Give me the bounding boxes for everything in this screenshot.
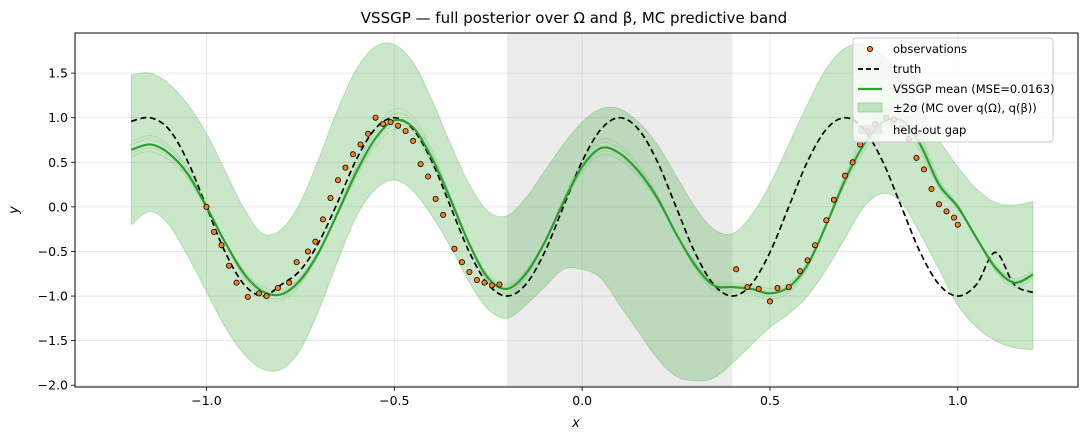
observation-point [496, 281, 503, 288]
observation-point [951, 214, 958, 221]
legend-marker-gap [858, 125, 882, 134]
legend-label-band: ±2σ (MC over q(Ω), q(β)) [893, 101, 1037, 115]
observation-point [425, 173, 432, 180]
observation-point [481, 279, 488, 286]
observation-point [380, 120, 387, 127]
observation-point [349, 151, 356, 158]
observation-point [954, 221, 961, 228]
observation-point [319, 216, 326, 223]
observation-point [823, 217, 830, 224]
truth-line [131, 116, 1034, 297]
observation-point [304, 248, 311, 255]
observation-point [451, 245, 458, 252]
y-tick-label: −0.5 [38, 244, 68, 259]
y-tick-label: 1.0 [48, 110, 68, 125]
y-tick-label: −2.0 [38, 378, 68, 393]
observation-point [812, 242, 819, 249]
observation-point [293, 259, 300, 266]
observation-point [417, 161, 424, 168]
observation-point [785, 284, 792, 291]
observation-point [842, 172, 849, 179]
predictive-band [130, 42, 1034, 382]
observation-point [928, 186, 935, 193]
grid-layer [75, 33, 1078, 387]
observation-point [830, 196, 837, 203]
gap-layer [507, 33, 733, 387]
observation-point [365, 130, 372, 137]
observation-point [372, 114, 379, 121]
observation-point [913, 154, 920, 161]
observation-point [410, 137, 417, 144]
observation-point [744, 284, 751, 291]
observation-point [244, 293, 251, 300]
legend-label-mean: VSSGP mean (MSE=0.0163) [893, 82, 1055, 96]
x-axis-label: x [571, 416, 580, 431]
observation-point [432, 195, 439, 202]
observation-point [458, 259, 465, 266]
observation-point [256, 290, 263, 297]
y-tick-label: 0.5 [48, 155, 68, 170]
plot-frame [74, 32, 1079, 388]
y-tick-label: −1.5 [38, 333, 68, 348]
observation-point [466, 268, 473, 275]
legend-label-truth: truth [893, 62, 921, 76]
observation-point [274, 285, 281, 292]
x-tick-label: 1.0 [948, 393, 968, 408]
observation-point [488, 282, 495, 289]
observation-point [849, 159, 856, 166]
observation-point [755, 285, 762, 292]
observation-point [766, 298, 773, 305]
observation-point [226, 262, 233, 269]
observation-point [218, 242, 225, 249]
x-tick-label: 0.5 [760, 393, 780, 408]
x-tick-label: 0.0 [572, 393, 592, 408]
observation-point [936, 201, 943, 208]
y-tick-label: 1.5 [48, 66, 68, 81]
observation-point [857, 141, 864, 148]
legend-marker-observations [867, 46, 874, 53]
observation-point [387, 119, 394, 126]
ticks-layer: −1.0 −0.5 0.0 0.5 1.0 −2.0 −1.5 −1.0 −0.5 0.0 0.5 1… [38, 66, 968, 408]
x-tick-label: −0.5 [379, 393, 409, 408]
observation-point [920, 166, 927, 173]
y-axis-label: y [7, 206, 22, 215]
observation-point [312, 238, 319, 245]
truth-layer [131, 116, 1034, 297]
legend-marker-band [857, 102, 883, 113]
x-tick-label: −1.0 [191, 393, 221, 408]
observation-point [943, 208, 950, 215]
legend-label-gap: held-out gap [893, 123, 966, 137]
observation-point [395, 122, 402, 129]
band-layer [130, 42, 1034, 382]
legend: observations truth VSSGP mean (MSE=0.016… [852, 37, 1055, 143]
observation-point [233, 279, 240, 286]
held-out-gap-region [507, 33, 733, 387]
observation-point [357, 141, 364, 148]
observation-point [286, 279, 293, 286]
observation-point [263, 293, 270, 300]
y-tick-label: −1.0 [38, 289, 68, 304]
legend-label-observations: observations [893, 42, 967, 56]
observation-point [440, 211, 447, 218]
observation-point [733, 266, 740, 273]
observation-point [473, 276, 480, 283]
observation-point [804, 257, 811, 264]
observation-point [402, 128, 409, 135]
y-tick-label: 0.0 [48, 199, 68, 214]
observation-point [203, 203, 210, 210]
legend-box [852, 37, 1054, 143]
observation-point [797, 268, 804, 275]
observation-point [210, 228, 217, 235]
observation-point [327, 194, 334, 201]
chart-title: VSSGP — full posterior over Ω and β, MC … [361, 9, 787, 27]
observation-point [774, 285, 781, 292]
observation-point [334, 177, 341, 184]
observation-point [342, 164, 349, 171]
